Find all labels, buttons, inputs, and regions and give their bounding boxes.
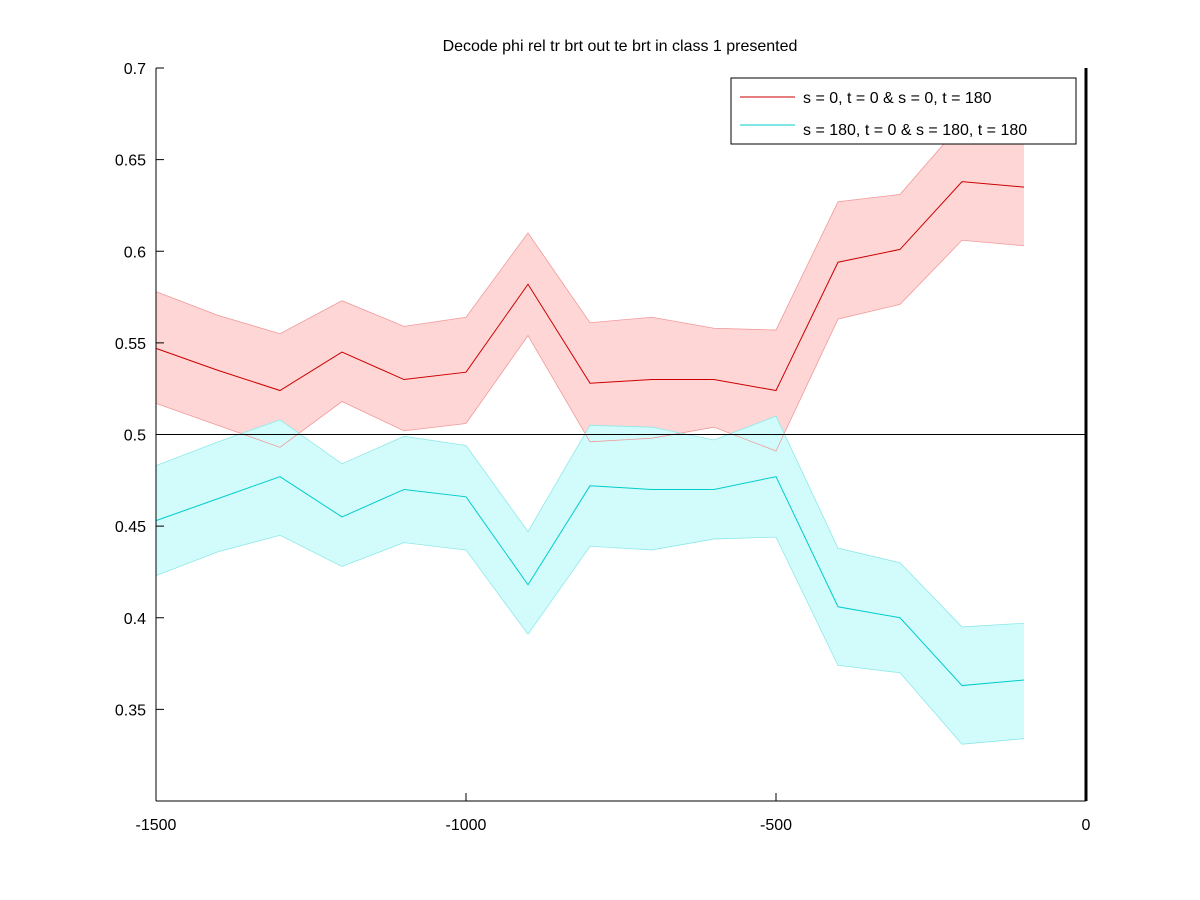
chart-title: Decode phi rel tr brt out te brt in clas… <box>443 38 798 55</box>
y-tick-label: 0.6 <box>124 244 146 261</box>
series-line-1 <box>155 181 1025 392</box>
plot-area <box>155 122 1086 745</box>
legend-box <box>730 77 1077 145</box>
legend-label-series-2: s = 180, t = 0 & s = 180, t = 180 <box>803 122 1027 139</box>
x-tick-label: 0 <box>1082 817 1091 834</box>
band-lower-edge-series-2 <box>155 534 1025 745</box>
y-tick-label: 0.35 <box>115 702 146 719</box>
axes: 0.35 0.4 0.45 0.5 0.55 0.6 0.65 0.7 -1500 -1000 -5… <box>115 61 1091 834</box>
legend: s = 0, t = 0 & s = 0, t = 180 s = 180, t… <box>730 77 1077 145</box>
legend-label-series-1: s = 0, t = 0 & s = 0, t = 180 <box>803 90 992 107</box>
y-tick-label: 0.65 <box>115 153 146 170</box>
band-upper-edge-series-1 <box>155 122 1025 335</box>
y-tick-label: 0.7 <box>124 61 146 78</box>
x-tick-label: -1500 <box>136 817 177 834</box>
y-tick-label: 0.55 <box>115 336 146 353</box>
confidence-band-series-1 <box>156 122 1024 451</box>
x-tick-label: -500 <box>760 817 792 834</box>
y-tick-label: 0.5 <box>124 428 146 445</box>
y-tick-label: 0.45 <box>115 519 146 536</box>
band-lower-edge-series-1 <box>155 239 1025 452</box>
y-tick-label: 0.4 <box>124 611 146 628</box>
confidence-band-series-2 <box>156 416 1024 745</box>
x-tick-label: -1000 <box>446 817 487 834</box>
series-line-2 <box>155 476 1025 687</box>
